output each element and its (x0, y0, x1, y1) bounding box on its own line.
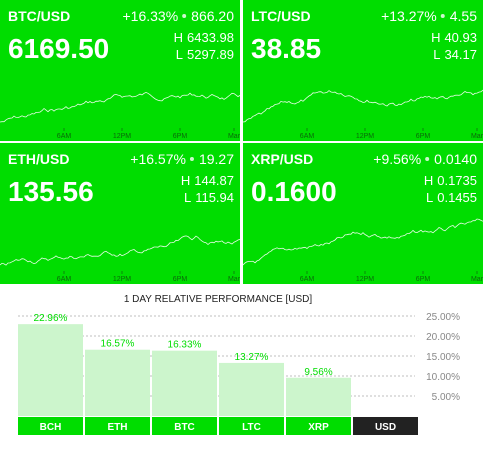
panel-bg (0, 0, 240, 141)
high: 144.87 (194, 173, 234, 188)
change: 0.0140 (434, 151, 477, 167)
price: 0.1600 (251, 176, 337, 207)
category-tab (85, 417, 150, 435)
sparkline (243, 218, 483, 266)
low: 115.94 (195, 190, 234, 205)
low-label: L (176, 47, 183, 62)
pair: ETH/USD (8, 151, 69, 167)
time-label: 12PM (356, 276, 374, 283)
value-label: 9.56% (304, 367, 332, 378)
ticker-panel: XRP/USD 0.0140 +9.56% 0.1600 0.1735 H 0.1455 L 6… (243, 143, 483, 284)
low: 34.17 (444, 47, 477, 62)
time-label: 12PM (113, 133, 131, 140)
price: 6169.50 (8, 33, 109, 64)
separator (440, 14, 445, 18)
change: 19.27 (199, 151, 234, 167)
x-tick-label: BCH (40, 422, 62, 433)
ticker-panel: BTC/USD 866.20 +16.33% 6169.50 6433.98 H 5297.… (0, 0, 241, 141)
sparkline (0, 235, 240, 266)
ticker-panel: LTC/USD 4.55 +13.27% 38.85 40.93 H 34.17 L 6AM 12… (243, 0, 483, 141)
value-label: 13.27% (235, 352, 269, 363)
change: 866.20 (191, 8, 234, 24)
change-pct: +13.27% (381, 8, 437, 24)
category-tab (18, 417, 83, 435)
sparkline (243, 89, 483, 123)
ticker-panel: ETH/USD 19.27 +16.57% 135.56 144.87 H 115.94 L 6… (0, 143, 241, 284)
change-pct: +16.57% (130, 151, 186, 167)
low: 0.1455 (437, 190, 477, 205)
time-label: 6AM (300, 276, 315, 283)
panel-bg (243, 143, 483, 284)
bar (85, 349, 150, 416)
change-pct: +16.33% (123, 8, 179, 24)
high-label: H (424, 173, 433, 188)
time-label: Mar (471, 133, 483, 140)
time-label: 6PM (416, 133, 431, 140)
y-tick-label: 15.00% (426, 352, 460, 363)
bar (152, 350, 217, 416)
x-tick-label: XRP (308, 422, 329, 433)
low-label: L (426, 190, 433, 205)
price: 135.56 (8, 176, 94, 207)
high-label: H (431, 30, 440, 45)
high: 0.1735 (437, 173, 477, 188)
low-label: L (184, 190, 191, 205)
high: 6433.98 (187, 30, 234, 45)
category-tab (286, 417, 351, 435)
category-tab (152, 417, 217, 435)
category-tab (353, 417, 418, 435)
pair: XRP/USD (251, 151, 313, 167)
x-tick-label: ETH (108, 422, 128, 433)
sparkline (0, 91, 240, 123)
time-label: 12PM (113, 276, 131, 283)
time-label: 6PM (173, 276, 188, 283)
change: 4.55 (450, 8, 477, 24)
y-tick-label: 20.00% (426, 332, 460, 343)
panel-bg (0, 143, 240, 284)
high-label: H (181, 173, 190, 188)
time-label: 6AM (300, 133, 315, 140)
time-label: 6PM (173, 133, 188, 140)
separator (182, 14, 187, 18)
price: 38.85 (251, 33, 321, 64)
low-label: L (433, 47, 440, 62)
y-tick-label: 10.00% (426, 372, 460, 383)
time-label: 6AM (57, 276, 72, 283)
y-tick-label: 25.00% (426, 312, 460, 323)
high-label: H (174, 30, 183, 45)
value-label: 16.33% (168, 340, 202, 351)
change-pct: +9.56% (373, 151, 421, 167)
category-tab (219, 417, 284, 435)
y-tick-label: 5.00% (432, 392, 460, 403)
time-label: 12PM (356, 133, 374, 140)
value-label: 22.96% (34, 313, 68, 324)
time-label: 6PM (416, 276, 431, 283)
time-label: 6AM (57, 133, 72, 140)
time-label: Mar (228, 133, 241, 140)
bar (286, 377, 351, 416)
x-tick-label: BTC (174, 422, 195, 433)
panel-bg (243, 0, 483, 141)
pair: BTC/USD (8, 8, 70, 24)
value-label: 16.57% (101, 339, 135, 350)
low: 5297.89 (187, 47, 234, 62)
chart-title: 1 DAY RELATIVE PERFORMANCE [USD] (124, 294, 313, 305)
x-tick-label: LTC (242, 422, 261, 433)
bar (219, 362, 284, 416)
pair: LTC/USD (251, 8, 311, 24)
high: 40.93 (444, 30, 477, 45)
separator (425, 157, 430, 161)
x-tick-label: USD (375, 422, 396, 433)
separator (189, 157, 194, 161)
time-label: Mar (471, 276, 483, 283)
bar (18, 324, 83, 416)
time-label: Mar (228, 276, 241, 283)
